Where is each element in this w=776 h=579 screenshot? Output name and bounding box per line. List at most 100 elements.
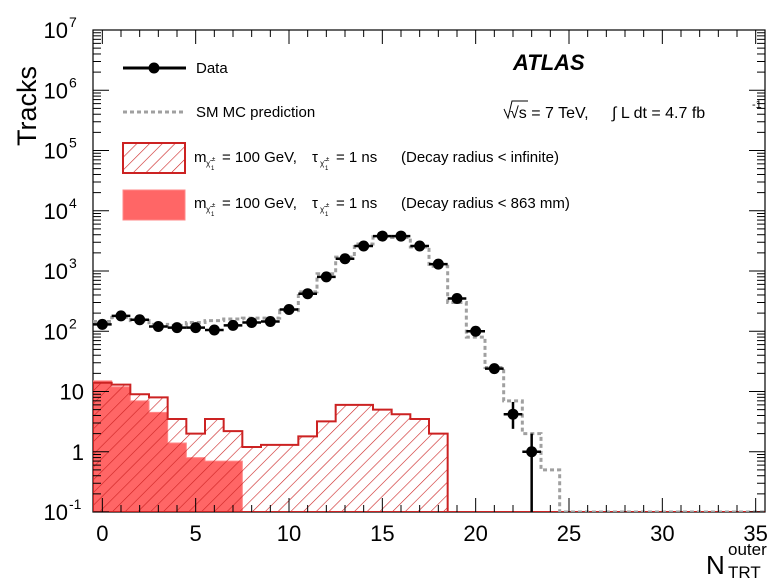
y-tick-label: 10 7 [44,14,77,43]
data-point [317,271,336,283]
sqrt-sign [503,100,528,120]
data-point [186,322,205,334]
x-axis-label: N [706,550,725,579]
data-point [205,324,224,336]
data-point [429,258,448,270]
legend-data: Data [123,60,228,77]
y-tick-label: 10 [60,380,84,405]
y-tick-label: 1 [72,440,84,465]
data-point [485,363,504,375]
data-point [503,401,523,429]
legend-mc: SM MC prediction [123,104,315,121]
data-point [167,322,187,334]
data-point [261,316,280,328]
legend-sig-inf-radius: (Decay radius < infinite) [401,149,559,166]
x-tick-label: 0 [96,521,108,546]
data-point [447,292,467,304]
svg-text:10: 10 [44,18,68,43]
x-axis-ticks [101,30,757,512]
legend-sig-863-tau-chi-sup: ± [326,203,330,209]
svg-text:6: 6 [69,74,77,90]
data-point [522,433,541,512]
x-axis-label-sub: TRT [728,563,761,579]
legend-signal-infinite: m χ̃ ± 1 = 100 GeV, τ χ̃ ± 1 = 1 ns (Dec… [122,142,559,174]
legend-sig-inf-tau-chi-low: 1 [325,166,329,172]
svg-text:10: 10 [44,199,68,224]
y-axis-ticks [93,29,765,513]
data-point [93,318,112,330]
svg-text:-1: -1 [69,496,82,512]
y-tick-label: 10 -1 [44,496,82,525]
legend-sig-inf-chi: χ̃ [206,159,213,168]
legend-signal-863: m χ̃ ± 1 = 100 GeV, τ χ̃ ± 1 = 1 ns (Dec… [122,189,570,221]
svg-text:10: 10 [60,380,84,405]
x-tick-label: 5 [190,521,202,546]
experiment-label: ATLAS [512,50,585,75]
y-tick-label: 10 3 [44,255,77,284]
legend-data-label: Data [196,60,228,77]
legend-sig-863-chi: χ̃ [206,205,213,214]
x-tick-label: 15 [370,521,394,546]
lumi-exponent: -1 [752,99,762,111]
legend-sig-inf-tau-chi: χ̃ [320,159,327,168]
data-point [111,310,131,322]
x-axis-label-sup: outer [728,540,767,559]
plot-area [93,230,765,512]
svg-text:4: 4 [69,195,77,211]
svg-text:5: 5 [69,135,77,151]
legend-sig-inf-mass: = 100 GeV, [222,149,297,166]
y-axis-label: Tracks [12,66,42,146]
legend-sig-inf-tau-val: = 1 ns [336,149,377,166]
data-point [410,240,429,252]
svg-text:7: 7 [69,14,77,30]
legend: Data SM MC prediction m χ̃ ± 1 = 100 GeV… [122,60,570,221]
svg-text:2: 2 [69,315,77,331]
data-point [391,230,411,242]
legend-sig-863-tau-val: = 1 ns [336,195,377,212]
legend-sig-863-m: m [194,195,207,212]
legend-sig-inf-chi-low: 1 [211,166,215,172]
data-point [149,320,168,332]
data-point [335,253,355,265]
svg-text:10: 10 [44,319,68,344]
legend-sig-inf-chi-sup: ± [212,157,216,163]
x-tick-label: 20 [463,521,487,546]
y-tick-label: 10 5 [44,135,77,164]
data-point [373,230,392,242]
legend-sig-863-chi-sup: ± [212,203,216,209]
data-point [223,319,243,331]
y-tick-label: 10 4 [44,195,77,224]
data-point [466,325,485,337]
y-tick-label: 10 6 [44,74,77,103]
lumi-text: ∫ L dt = 4.7 fb [611,105,705,122]
svg-text:10: 10 [44,500,68,525]
x-tick-label: 30 [650,521,674,546]
legend-sig-inf-tau-chi-sup: ± [326,157,330,163]
legend-sig-863-tau: τ [312,195,318,212]
data-point [279,303,299,315]
legend-sig-863-radius: (Decay radius < 863 mm) [401,195,570,212]
legend-sig-inf-m: m [194,149,207,166]
svg-text:3: 3 [69,255,77,271]
signal-infinite-histogram [93,381,765,512]
svg-text:10: 10 [44,78,68,103]
legend-mc-label: SM MC prediction [196,104,315,121]
data-point [354,240,373,252]
x-tick-label: 10 [277,521,301,546]
svg-text:10: 10 [44,139,68,164]
legend-sig-863-tau-chi: χ̃ [320,205,327,214]
data-point [242,316,261,328]
data-point [130,314,149,326]
svg-text:1: 1 [72,440,84,465]
svg-text:10: 10 [44,259,68,284]
legend-sig-inf-tau: τ [312,149,318,166]
energy-text: √s = 7 TeV, [510,105,589,122]
data-point [298,288,317,300]
x-tick-label: 35 [743,521,767,546]
data-points [93,230,541,512]
legend-sig-863-tau-chi-low: 1 [325,212,329,218]
x-tick-label: 25 [557,521,581,546]
legend-sig-863-mass: = 100 GeV, [222,195,297,212]
